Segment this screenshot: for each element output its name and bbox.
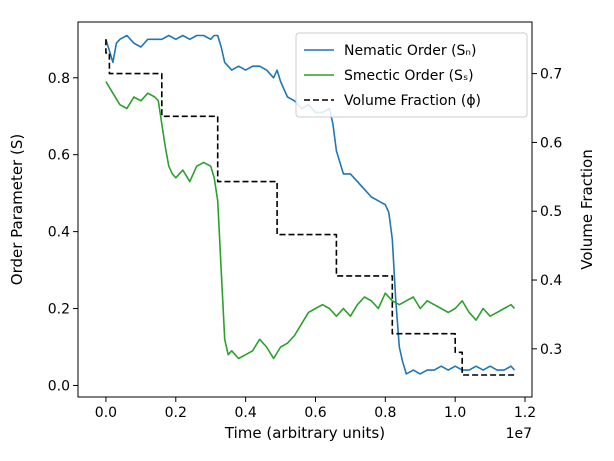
right-y-tick-label: 0.6 — [540, 135, 562, 151]
x-axis-label: Time (arbitrary units) — [224, 424, 385, 442]
right-y-tick-label: 0.3 — [540, 342, 562, 358]
x-tick-label: 0.0 — [95, 405, 117, 421]
legend-box — [295, 32, 528, 118]
legend: Nematic Order (Sₙ) Smectic Order (Sₛ) Vo… — [295, 32, 528, 118]
x-tick-label: 0.4 — [234, 405, 256, 421]
x-tick-label: 0.8 — [374, 405, 396, 421]
left-y-tick-label: 0.6 — [48, 148, 70, 164]
series-line-volume-fraction — [105, 39, 515, 376]
left-y-tick-label: 0.2 — [48, 302, 70, 318]
right-y-tick-label: 0.5 — [540, 204, 562, 220]
right-y-tick-label: 0.7 — [540, 67, 562, 83]
right-y-axis-label: Volume Fraction — [578, 149, 596, 269]
series-line-smectic-order — [105, 81, 516, 360]
left-y-tick-label: 0.8 — [48, 71, 70, 87]
legend-label-nematic: Nematic Order (Sₙ) — [344, 43, 476, 59]
x-tick-label: 1.2 — [514, 405, 536, 421]
right-y-tick-label: 0.4 — [540, 273, 562, 289]
left-y-tick-label: 0.0 — [48, 378, 70, 394]
plot-frame — [77, 21, 533, 398]
left-y-tick-label: 0.4 — [48, 225, 70, 241]
x-tick-label: 1.0 — [444, 405, 466, 421]
legend-label-smectic: Smectic Order (Sₛ) — [344, 68, 474, 84]
legend-label-volume-fraction: Volume Fraction (ϕ) — [344, 93, 481, 109]
x-tick-label: 0.2 — [165, 405, 187, 421]
left-y-axis-label: Order Parameter (S) — [8, 134, 26, 285]
x-axis-offset-text: 1e7 — [506, 426, 532, 442]
x-axis-ticks: 0.0 0.2 0.4 0.6 0.8 1.0 1.2 — [95, 397, 536, 421]
left-y-axis-ticks: 0.0 0.2 0.4 0.6 0.8 — [48, 71, 78, 394]
x-tick-label: 0.6 — [304, 405, 326, 421]
right-y-axis-ticks: 0.3 0.4 0.5 0.6 0.7 — [532, 67, 562, 358]
